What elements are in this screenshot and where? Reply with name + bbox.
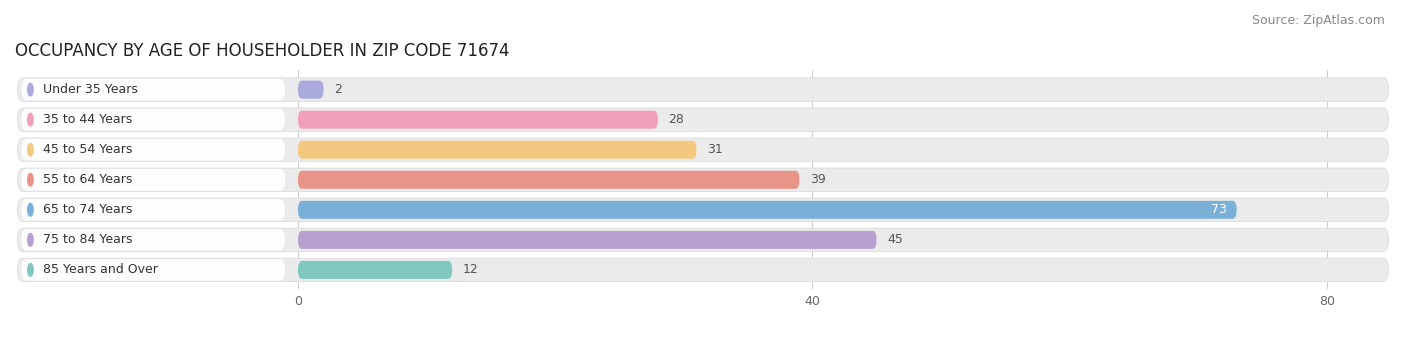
Circle shape [28,83,34,96]
FancyBboxPatch shape [17,168,1389,191]
Text: 45 to 54 Years: 45 to 54 Years [44,143,132,156]
FancyBboxPatch shape [17,138,1389,162]
FancyBboxPatch shape [21,229,285,251]
FancyBboxPatch shape [17,198,1389,222]
Text: 55 to 64 Years: 55 to 64 Years [44,173,132,186]
Circle shape [28,113,34,126]
FancyBboxPatch shape [298,141,696,159]
FancyBboxPatch shape [17,228,1389,252]
FancyBboxPatch shape [17,108,1389,131]
FancyBboxPatch shape [298,110,658,129]
Text: 73: 73 [1211,203,1226,216]
Text: 75 to 84 Years: 75 to 84 Years [44,233,132,246]
Text: 31: 31 [707,143,723,156]
Circle shape [28,173,34,186]
FancyBboxPatch shape [21,109,285,131]
Text: 39: 39 [810,173,825,186]
Text: OCCUPANCY BY AGE OF HOUSEHOLDER IN ZIP CODE 71674: OCCUPANCY BY AGE OF HOUSEHOLDER IN ZIP C… [15,42,509,60]
FancyBboxPatch shape [21,259,285,281]
FancyBboxPatch shape [298,261,453,279]
Circle shape [28,143,34,156]
Text: 45: 45 [887,233,903,246]
Text: 65 to 74 Years: 65 to 74 Years [44,203,132,216]
Text: Source: ZipAtlas.com: Source: ZipAtlas.com [1251,14,1385,27]
Text: 35 to 44 Years: 35 to 44 Years [44,113,132,126]
Circle shape [28,234,34,246]
Circle shape [28,264,34,276]
Text: 85 Years and Over: 85 Years and Over [44,264,157,276]
Text: Under 35 Years: Under 35 Years [44,83,138,96]
Text: 12: 12 [463,264,478,276]
FancyBboxPatch shape [298,201,1237,219]
Circle shape [28,204,34,216]
FancyBboxPatch shape [21,79,285,100]
FancyBboxPatch shape [21,199,285,221]
FancyBboxPatch shape [298,171,800,189]
FancyBboxPatch shape [17,78,1389,101]
FancyBboxPatch shape [17,258,1389,282]
FancyBboxPatch shape [298,231,876,249]
FancyBboxPatch shape [298,81,323,99]
Text: 2: 2 [333,83,342,96]
FancyBboxPatch shape [21,139,285,160]
Text: 28: 28 [668,113,685,126]
FancyBboxPatch shape [21,169,285,191]
